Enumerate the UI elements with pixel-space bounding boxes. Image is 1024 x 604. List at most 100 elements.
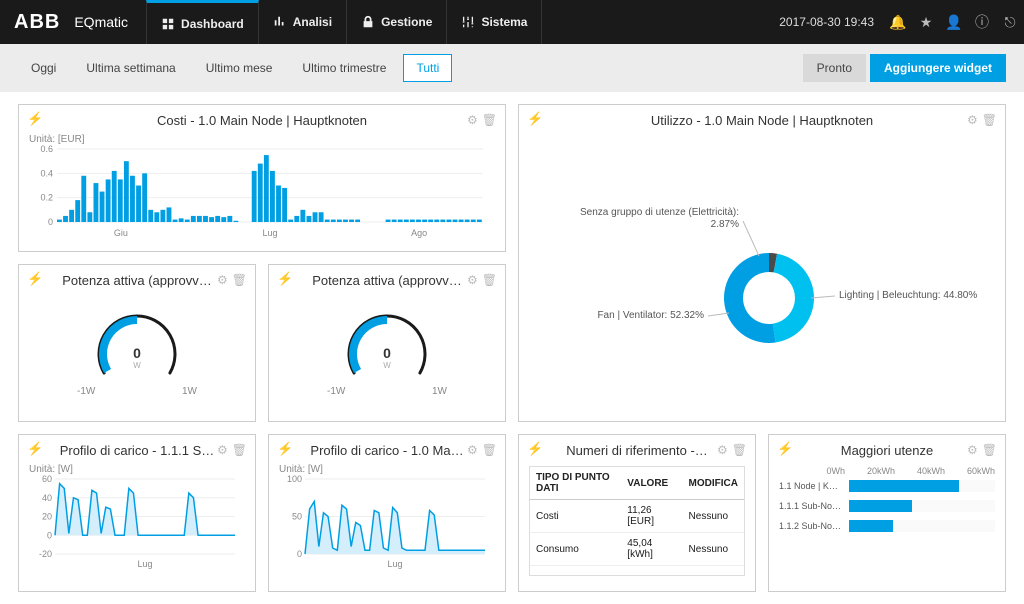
- costi-bar-chart: 00.20.40.6GiuLugAgo: [29, 145, 489, 240]
- panel-title: Profilo di carico - 1.1.1 S…: [29, 443, 245, 458]
- svg-text:Lug: Lug: [387, 559, 402, 569]
- bell-icon[interactable]: 🔔: [884, 14, 912, 31]
- period-ultima-settimana[interactable]: Ultima settimana: [73, 54, 188, 82]
- panel-title: Costi - 1.0 Main Node | Hauptknoten: [29, 113, 495, 128]
- unit-label: Unità: [W]: [279, 464, 495, 475]
- panel-utilizzo: ⚡ Utilizzo - 1.0 Main Node | Hauptknoten…: [518, 104, 1006, 422]
- reference-table[interactable]: TIPO DI PUNTO DATIVALOREMODIFICACosti11,…: [529, 466, 745, 576]
- gear-icon[interactable]: ⚙: [217, 273, 228, 287]
- panel-profilo-2: ⚡ Profilo di carico - 1.0 Ma… ⚙ 🗑 Unità: …: [268, 434, 506, 592]
- svg-text:Giu: Giu: [114, 228, 128, 238]
- svg-text:0: 0: [133, 345, 141, 361]
- logout-icon[interactable]: ⎋: [996, 14, 1024, 31]
- period-ultimo-mese[interactable]: Ultimo mese: [193, 54, 286, 82]
- trash-icon[interactable]: 🗑: [482, 443, 497, 457]
- gear-icon[interactable]: ⚙: [967, 443, 978, 457]
- table-header: VALORE: [621, 467, 682, 500]
- trash-icon[interactable]: 🗑: [482, 113, 497, 127]
- svg-text:20: 20: [42, 512, 52, 522]
- panel-title: Profilo di carico - 1.0 Ma…: [279, 443, 495, 458]
- bolt-icon: ⚡: [527, 111, 543, 127]
- svg-text:0: 0: [47, 530, 52, 540]
- nav-dashboard[interactable]: Dashboard: [146, 0, 259, 44]
- star-icon[interactable]: ★: [912, 14, 940, 31]
- svg-text:Lug: Lug: [262, 228, 277, 238]
- profilo2-line-chart: 0 50 100 Lug: [279, 475, 489, 570]
- svg-text:0.6: 0.6: [40, 145, 53, 154]
- gauge-min: -1W: [77, 386, 95, 397]
- svg-text:-20: -20: [39, 549, 52, 559]
- info-icon[interactable]: ⓘ: [968, 12, 996, 32]
- unit-label: Unità: [EUR]: [29, 134, 495, 145]
- panel-title: Numeri di riferimento -…: [529, 443, 745, 458]
- svg-text:Lug: Lug: [137, 559, 152, 569]
- svg-text:W: W: [383, 361, 391, 370]
- bolt-icon: ⚡: [527, 441, 543, 457]
- panel-profilo-1: ⚡ Profilo di carico - 1.1.1 S… ⚙ 🗑 Unità:…: [18, 434, 256, 592]
- svg-text:0: 0: [383, 345, 391, 361]
- bolt-icon: ⚡: [27, 111, 43, 127]
- ready-button[interactable]: Pronto: [803, 54, 866, 82]
- panel-numeri: ⚡ Numeri di riferimento -… ⚙ 🗑 TIPO DI PU…: [518, 434, 756, 592]
- panel-gauge-2: ⚡ Potenza attiva (approvv… ⚙ 🗑 0W -1W 1W: [268, 264, 506, 422]
- hbar-row: 1.1 Node | K…: [779, 480, 995, 492]
- panel-title: Maggiori utenze: [779, 443, 995, 458]
- svg-text:0.2: 0.2: [40, 193, 53, 203]
- panel-costi: ⚡ Costi - 1.0 Main Node | Hauptknoten ⚙ 🗑…: [18, 104, 506, 252]
- gear-icon[interactable]: ⚙: [467, 113, 478, 127]
- svg-text:0: 0: [48, 217, 53, 227]
- gear-icon[interactable]: ⚙: [967, 113, 978, 127]
- period-oggi[interactable]: Oggi: [18, 54, 69, 82]
- add-widget-button[interactable]: Aggiungere widget: [870, 54, 1006, 82]
- table-row[interactable]: Consumo45,04 [kWh]Nessuno: [530, 533, 744, 566]
- trash-icon[interactable]: 🗑: [982, 443, 997, 457]
- trash-icon[interactable]: 🗑: [232, 273, 247, 287]
- trash-icon[interactable]: 🗑: [732, 443, 747, 457]
- bolt-icon: ⚡: [27, 441, 43, 457]
- svg-text:Fan | Ventilator: 52.32%: Fan | Ventilator: 52.32%: [597, 310, 704, 321]
- svg-text:2.87%: 2.87%: [711, 219, 739, 230]
- svg-text:Senza gruppo di utenze (Elettr: Senza gruppo di utenze (Elettricità):: [580, 207, 739, 218]
- topbar: ABB EQmatic DashboardAnalisiGestioneSist…: [0, 0, 1024, 44]
- gear-icon[interactable]: ⚙: [467, 443, 478, 457]
- unit-label: Unità: [W]: [29, 464, 245, 475]
- table-row[interactable]: Costi11,26 [EUR]Nessuno: [530, 500, 744, 533]
- svg-text:0: 0: [297, 549, 302, 559]
- panel-gauge-1: ⚡ Potenza attiva (approvv… ⚙🗑 0W -1W1W: [18, 264, 256, 422]
- bolt-icon: ⚡: [277, 441, 293, 457]
- trash-icon[interactable]: 🗑: [232, 443, 247, 457]
- gauge-chart: 0W: [327, 294, 447, 384]
- period-tutti[interactable]: Tutti: [403, 54, 452, 82]
- gauge-min: -1W: [327, 386, 345, 397]
- axis-label: 20kWh: [867, 466, 895, 476]
- period-ultimo-trimestre[interactable]: Ultimo trimestre: [289, 54, 399, 82]
- svg-text:0.4: 0.4: [40, 168, 53, 178]
- user-icon[interactable]: 👤: [940, 14, 968, 31]
- axis-label: 60kWh: [967, 466, 995, 476]
- nav-sistema[interactable]: Sistema: [447, 0, 542, 44]
- hbar-row: 1.1.2 Sub-No…: [779, 520, 995, 532]
- product-name: EQmatic: [74, 14, 146, 30]
- gear-icon[interactable]: ⚙: [717, 443, 728, 457]
- profilo1-line-chart: -200204060Lug: [29, 475, 239, 570]
- svg-text:60: 60: [42, 475, 52, 484]
- table-header: MODIFICA: [683, 467, 744, 500]
- gauge-max: 1W: [432, 386, 447, 397]
- axis-label: 0Wh: [826, 466, 845, 476]
- gear-icon[interactable]: ⚙: [467, 273, 478, 287]
- nav-analisi[interactable]: Analisi: [259, 0, 347, 44]
- panel-title: Utilizzo - 1.0 Main Node | Hauptknoten: [529, 113, 995, 128]
- bolt-icon: ⚡: [277, 271, 293, 287]
- axis-label: 40kWh: [917, 466, 945, 476]
- panel-title: Potenza attiva (approvv…: [29, 273, 245, 288]
- brand-logo: ABB: [0, 11, 74, 34]
- table-header: TIPO DI PUNTO DATI: [530, 467, 621, 500]
- gear-icon[interactable]: ⚙: [217, 443, 228, 457]
- trash-icon[interactable]: 🗑: [982, 113, 997, 127]
- bolt-icon: ⚡: [27, 271, 43, 287]
- svg-text:50: 50: [292, 512, 302, 522]
- trash-icon[interactable]: 🗑: [482, 273, 497, 287]
- panel-title: Potenza attiva (approvv…: [279, 273, 495, 288]
- svg-text:100: 100: [287, 475, 302, 484]
- nav-gestione[interactable]: Gestione: [347, 0, 447, 44]
